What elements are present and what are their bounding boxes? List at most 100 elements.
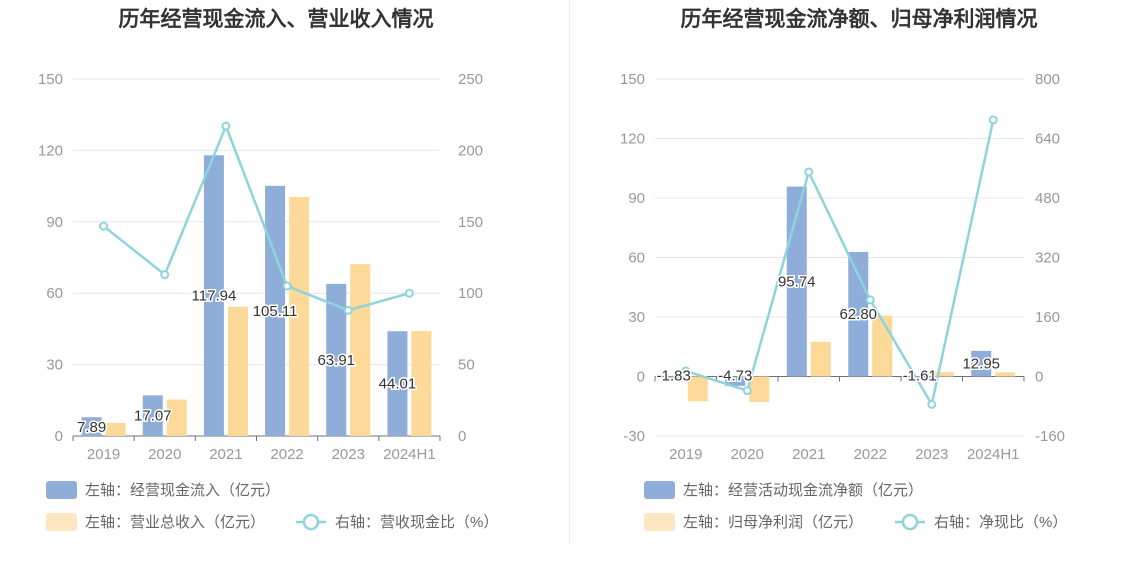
line-series (102, 122, 410, 312)
line-point (681, 366, 691, 376)
right-axis-tick-label: 250 (458, 71, 483, 88)
bar-primary (203, 155, 224, 436)
bar-secondary (166, 399, 187, 436)
line-point (99, 221, 109, 231)
bar-secondary (872, 315, 893, 377)
bar-secondary (105, 422, 126, 436)
bar-data-label: -4.73 (718, 368, 752, 385)
bar-data-label: 44.01 (379, 376, 417, 393)
left-axis-tick-label: 60 (46, 285, 63, 302)
category-label: 2023 (915, 446, 948, 463)
bar-data-label: 117.94 (192, 288, 237, 305)
bar-secondary (350, 264, 371, 436)
line-point (160, 270, 170, 280)
chart-net-cash-net-profit: 历年经营现金流净额、归母净利润情况 -30 0 30 60 90 120 150 -160 0 16… (620, 7, 1067, 531)
chart-title: 历年经营现金流入、营业收入情况 (119, 7, 434, 31)
bar-primary (971, 350, 992, 377)
bar-secondary (995, 372, 1016, 377)
bar-data-label: 105.11 (253, 303, 298, 320)
left-axis-tick-label: 120 (620, 131, 645, 148)
line-point (742, 386, 752, 396)
legend-label: 左轴：经营现金流入（亿元） (85, 482, 280, 499)
bar-primary (326, 283, 347, 436)
right-axis-tick-label: 200 (458, 142, 483, 159)
bar-secondary (227, 306, 248, 436)
right-axis-tick-label: 160 (1035, 309, 1060, 326)
bar-secondary (411, 331, 432, 436)
bar-primary (265, 185, 286, 436)
bar-data-label: 63.91 (317, 352, 355, 369)
category-label: 2024H1 (967, 446, 1020, 463)
bar-primary (81, 417, 102, 436)
legend-label: 左轴：归母净利润（亿元） (683, 514, 863, 531)
bar-primary (387, 331, 408, 436)
left-axis-tick-label: -30 (623, 428, 645, 445)
left-axis-tick-label: 0 (55, 428, 63, 445)
left-axis-tick-label: 150 (620, 71, 645, 88)
right-axis-tick-label: 50 (458, 357, 475, 374)
bar-secondary (687, 376, 708, 402)
right-axis-tick-label: 640 (1035, 131, 1060, 148)
bar-primary (142, 395, 163, 436)
line-point (804, 167, 814, 177)
legend-label: 右轴：净现比（%） (934, 514, 1067, 531)
bar-secondary (810, 341, 831, 377)
bar-primary (663, 376, 684, 381)
panel-divider (569, 0, 570, 545)
right-axis-tick-label: 800 (1035, 71, 1060, 88)
line-point (221, 121, 231, 131)
right-axis-tick-label: 480 (1035, 190, 1060, 207)
left-axis-tick-label: 30 (46, 357, 63, 374)
category-label: 2024H1 (383, 446, 436, 463)
right-axis-tick-label: 0 (458, 428, 466, 445)
right-axis-tick-label: 0 (1035, 369, 1043, 386)
category-label: 2022 (854, 446, 887, 463)
left-axis-tick-label: 30 (628, 309, 645, 326)
bar-data-label: -1.83 (657, 368, 691, 385)
bar-secondary (749, 376, 770, 402)
right-axis-tick-label: 150 (458, 214, 483, 231)
line-point (343, 305, 353, 315)
legend-swatch (46, 481, 77, 499)
left-axis-tick-label: 0 (637, 369, 645, 386)
bar-data-label: 17.07 (134, 408, 172, 425)
legend-label: 左轴：经营活动现金流净额（亿元） (683, 482, 923, 499)
legend-swatch (644, 513, 675, 531)
legend-line-marker (901, 513, 919, 531)
legend-line-marker (302, 513, 320, 531)
category-label: 2021 (792, 446, 825, 463)
bar-data-label: 95.74 (778, 274, 816, 291)
bar-secondary (933, 372, 954, 377)
left-axis-tick-label: 90 (628, 190, 645, 207)
right-axis-tick-label: 100 (458, 285, 483, 302)
bar-data-label: -1.61 (903, 368, 937, 385)
line-point (865, 295, 875, 305)
bar-primary (909, 376, 930, 380)
left-axis-tick-label: 150 (38, 71, 63, 88)
legend-label: 左轴：营业总收入（亿元） (85, 514, 265, 531)
left-axis-tick-label: 60 (628, 250, 645, 267)
category-label: 2021 (209, 446, 242, 463)
category-label: 2020 (731, 446, 764, 463)
category-label: 2019 (87, 446, 120, 463)
bar-data-label: 62.80 (839, 306, 877, 323)
chart-cash-inflow-revenue: 历年经营现金流入、营业收入情况 0 30 60 90 120 150 0 50 100 150 200… (38, 7, 498, 531)
category-label: 2019 (669, 446, 702, 463)
legend-swatch (644, 481, 675, 499)
category-label: 2022 (270, 446, 303, 463)
bar-primary (725, 376, 746, 386)
legend-swatch (46, 513, 77, 531)
chart-title: 历年经营现金流净额、归母净利润情况 (681, 7, 1038, 31)
line-point (404, 288, 414, 298)
bar-data-label: 12.95 (962, 356, 1000, 373)
right-axis-tick-label: 320 (1035, 250, 1060, 267)
category-label: 2023 (332, 446, 365, 463)
line-point (988, 115, 998, 125)
bar-secondary (289, 197, 310, 436)
bar-data-label: 7.89 (77, 419, 106, 436)
line-point (927, 399, 937, 409)
category-label: 2020 (148, 446, 181, 463)
left-axis-tick-label: 90 (46, 214, 63, 231)
left-axis-tick-label: 120 (38, 142, 63, 159)
